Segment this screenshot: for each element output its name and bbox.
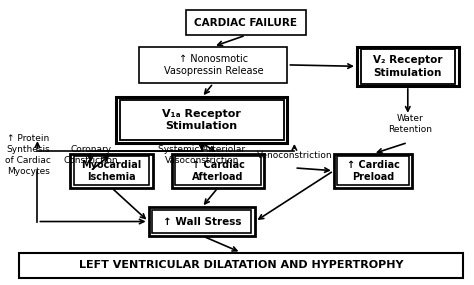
FancyBboxPatch shape <box>148 207 255 236</box>
Text: Venoconstriction: Venoconstriction <box>256 151 332 160</box>
FancyBboxPatch shape <box>116 97 287 142</box>
Text: CARDIAC FAILURE: CARDIAC FAILURE <box>194 18 297 28</box>
Text: Systemic Arteriolar
Vasoconstriction: Systemic Arteriolar Vasoconstriction <box>158 145 246 165</box>
FancyBboxPatch shape <box>19 253 464 278</box>
Text: Water
Retention: Water Retention <box>388 114 432 134</box>
Text: ↑ Cardiac
Preload: ↑ Cardiac Preload <box>346 160 400 182</box>
Text: ↑ Wall Stress: ↑ Wall Stress <box>163 217 241 227</box>
FancyBboxPatch shape <box>357 46 459 86</box>
FancyBboxPatch shape <box>70 154 153 188</box>
FancyBboxPatch shape <box>172 154 264 188</box>
Text: Coronary
Constriction: Coronary Constriction <box>64 145 118 165</box>
Text: ↑ Cardiac
Afterload: ↑ Cardiac Afterload <box>191 160 245 182</box>
FancyBboxPatch shape <box>185 10 306 35</box>
Text: Myocardial
Ischemia: Myocardial Ischemia <box>82 160 142 182</box>
Text: ↑ Protein
Synthesis
of Cardiac
Myocytes: ↑ Protein Synthesis of Cardiac Myocytes <box>5 134 51 176</box>
Text: ↑ Nonosmotic
Vasopressin Release: ↑ Nonosmotic Vasopressin Release <box>164 54 263 76</box>
Text: V₁ₐ Receptor
Stimulation: V₁ₐ Receptor Stimulation <box>162 109 241 131</box>
Text: LEFT VENTRICULAR DILATATION AND HYPERTROPHY: LEFT VENTRICULAR DILATATION AND HYPERTRO… <box>79 260 403 270</box>
Text: V₂ Receptor
Stimulation: V₂ Receptor Stimulation <box>373 55 443 78</box>
FancyBboxPatch shape <box>334 154 412 188</box>
FancyBboxPatch shape <box>139 46 287 83</box>
